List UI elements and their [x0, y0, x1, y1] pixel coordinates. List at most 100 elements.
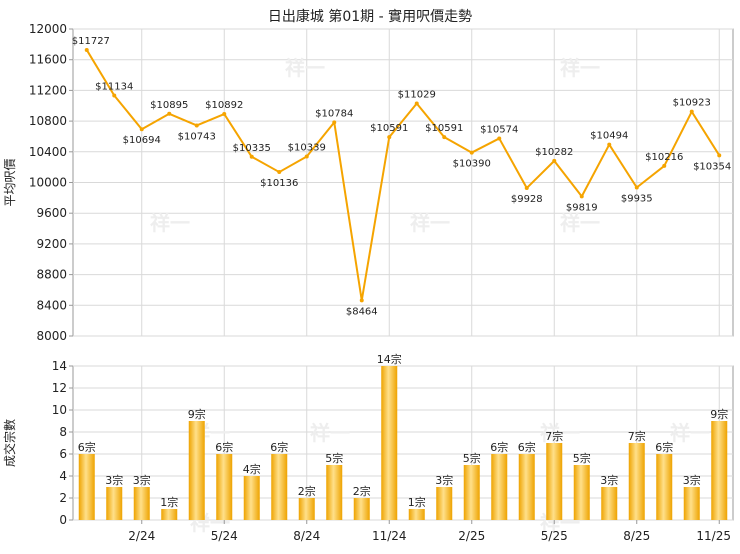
volume-bar	[573, 465, 590, 520]
volume-bar	[216, 454, 233, 520]
volume-bar	[656, 454, 673, 520]
volume-data-label: 6宗	[518, 440, 536, 454]
volume-bar	[601, 487, 618, 520]
watermark: 祥一	[410, 211, 450, 235]
volume-bar	[271, 454, 288, 520]
price-series-line	[85, 49, 721, 302]
price-data-label: $10892	[205, 100, 243, 111]
price-point	[689, 109, 694, 114]
volume-bar	[133, 487, 150, 520]
price-point	[304, 154, 309, 159]
plot-area	[72, 365, 734, 521]
price-panel: 8000 8400 8800 9200 9600 10000 10400 10800 11200…	[3, 22, 734, 343]
y-tick-label: 4	[59, 469, 67, 483]
price-data-label: $8464	[346, 306, 378, 317]
volume-data-label: 7宗	[628, 429, 646, 443]
price-data-label: $11134	[95, 81, 133, 92]
volume-bar	[436, 487, 453, 520]
x-tick-label: 11/24	[372, 529, 407, 543]
volume-data-label: 7宗	[545, 429, 563, 443]
volume-data-label: 3宗	[133, 473, 151, 487]
price-point	[112, 93, 117, 98]
volume-bar	[381, 366, 398, 520]
volume-bar	[78, 454, 95, 520]
x-tick-label: 5/24	[211, 529, 238, 543]
price-point	[607, 142, 612, 147]
watermark: 祥一	[560, 56, 600, 80]
price-data-label: $10923	[673, 98, 711, 109]
price-data-label: $9935	[621, 193, 653, 204]
volume-bar	[353, 498, 370, 520]
y-tick-label: 10	[52, 403, 67, 417]
y-tick-label: 11600	[29, 53, 67, 67]
price-point	[524, 186, 529, 191]
volume-bar	[408, 509, 425, 520]
volume-bar	[683, 487, 700, 520]
price-point	[194, 123, 199, 128]
price-data-label: $10591	[370, 123, 408, 134]
price-point	[84, 47, 89, 52]
volume-data-label: 5宗	[325, 451, 343, 465]
volume-bar	[628, 443, 645, 520]
price-data-label: $10339	[288, 142, 326, 153]
volume-data-label: 2宗	[298, 484, 316, 498]
y-tick-label: 12	[52, 381, 67, 395]
volume-data-label: 9宗	[188, 407, 206, 421]
volume-bar	[161, 509, 178, 520]
y-tick-label: 10000	[29, 176, 67, 190]
volume-data-label: 3宗	[683, 473, 701, 487]
volume-data-label: 3宗	[600, 473, 618, 487]
y-tick-label: 8	[59, 425, 67, 439]
y-tick-label: 10800	[29, 114, 67, 128]
chart-title: 日出康城 第01期 - 實用呎價走勢	[268, 8, 472, 25]
price-point	[552, 158, 557, 163]
x-tick-label: 11/25	[696, 529, 731, 543]
y-tick-label: 12000	[29, 22, 67, 36]
watermark: 祥一	[150, 211, 190, 235]
y-axis-label: 成交宗數	[2, 419, 17, 467]
y-tick-label: 6	[59, 447, 67, 461]
price-data-label: $10743	[178, 131, 216, 142]
volume-bar	[518, 454, 535, 520]
price-data-label: $10335	[233, 143, 271, 154]
watermark: 祥一	[540, 421, 580, 445]
volume-data-label: 5宗	[573, 451, 591, 465]
volume-bar	[106, 487, 123, 520]
volume-bar	[491, 454, 508, 520]
price-data-label: $10282	[535, 147, 573, 158]
y-tick-label: 2	[59, 491, 67, 505]
price-point	[497, 136, 502, 141]
price-point	[634, 185, 639, 190]
volume-data-label: 6宗	[270, 440, 288, 454]
y-tick-label: 14	[52, 359, 67, 373]
price-point	[414, 101, 419, 106]
price-point	[359, 298, 364, 303]
volume-data-label: 6宗	[215, 440, 233, 454]
volume-data-label: 4宗	[243, 462, 261, 476]
watermark: 祥一	[310, 421, 350, 445]
watermark: 祥一	[670, 421, 710, 445]
price-data-label: $10136	[260, 178, 298, 189]
price-data-label: $10574	[480, 124, 518, 135]
price-data-label: $10694	[123, 135, 161, 146]
price-point	[662, 163, 667, 168]
volume-data-label: 14宗	[377, 352, 402, 366]
volume-bar	[326, 465, 343, 520]
y-tick-label: 9200	[36, 237, 67, 251]
x-tick-label: 2/25	[458, 529, 485, 543]
volume-data-label: 1宗	[160, 495, 178, 509]
price-data-label: $10591	[425, 123, 463, 134]
price-data-label: $10895	[150, 100, 188, 111]
volume-data-label: 2宗	[353, 484, 371, 498]
price-point	[167, 111, 172, 116]
volume-data-label: 5宗	[463, 451, 481, 465]
volume-data-label: 1宗	[408, 495, 426, 509]
y-tick-label: 8800	[36, 268, 67, 282]
volume-data-label: 3宗	[105, 473, 123, 487]
price-data-label: $10784	[315, 108, 353, 119]
price-data-label: $10494	[590, 131, 628, 142]
price-data-label: $10354	[693, 161, 731, 172]
